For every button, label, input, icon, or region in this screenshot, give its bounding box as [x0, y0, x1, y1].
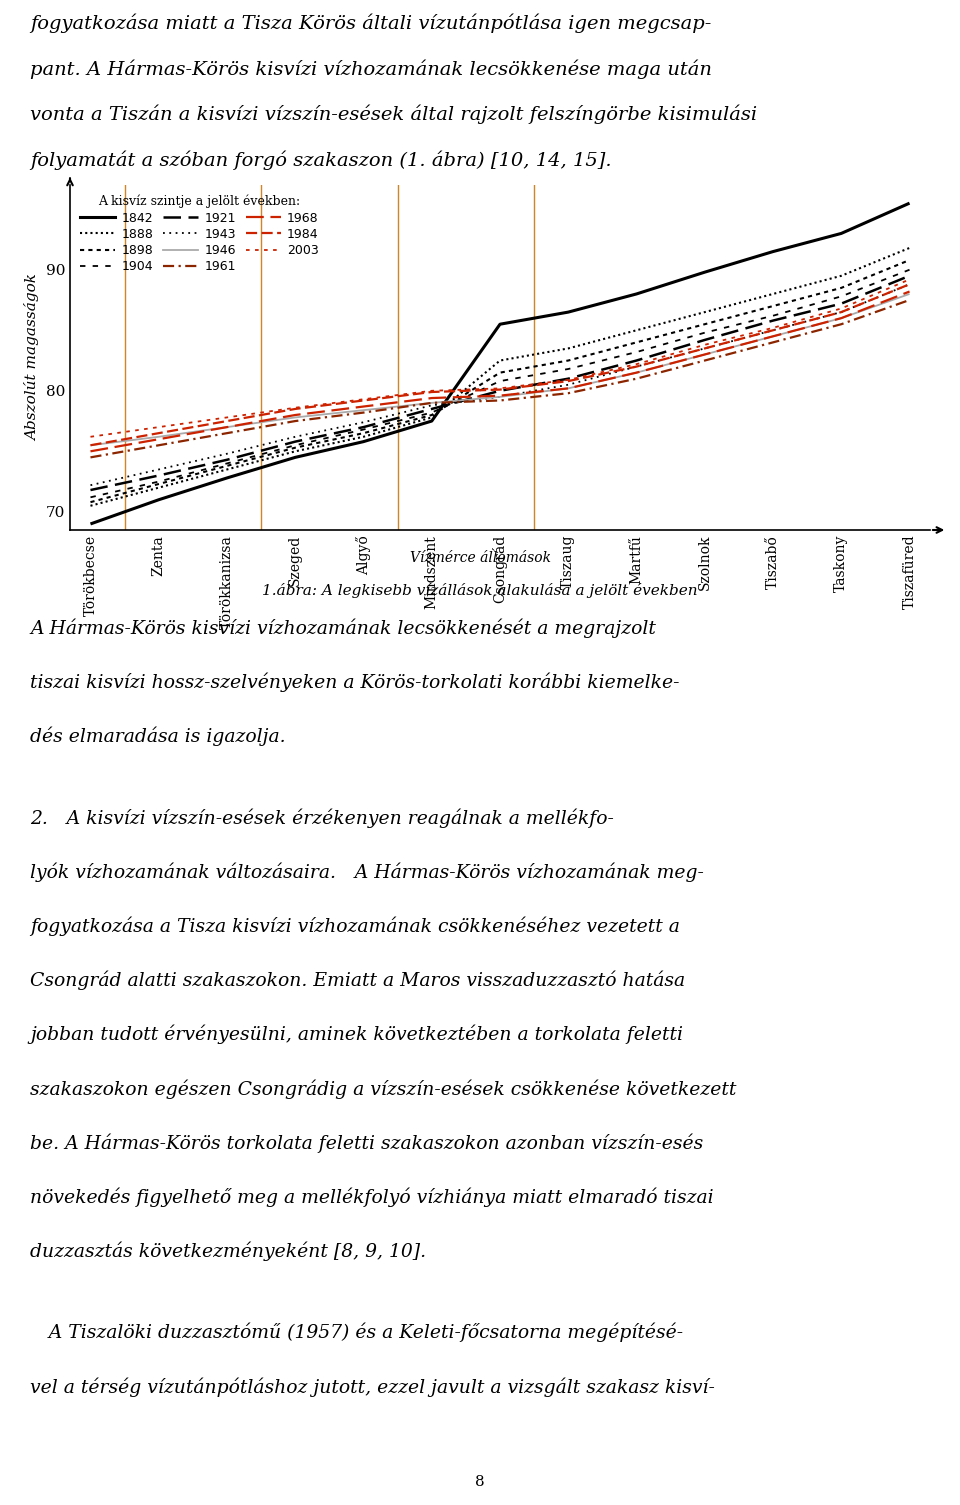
Text: be. A Hármas-Körös torkolata feletti szakaszokon azonban vízszín-esés: be. A Hármas-Körös torkolata feletti sza… — [30, 1133, 704, 1153]
Text: 1.ábra: A legkisebb vízállások alakulása a jelölt években: 1.ábra: A legkisebb vízállások alakulása… — [262, 582, 698, 597]
Text: tiszai kisvízi hossz-szelvényeken a Körös-torkolati korábbi kiemelke-: tiszai kisvízi hossz-szelvényeken a Körö… — [30, 673, 680, 692]
Text: szakaszokon egészen Csongrádig a vízszín-esések csökkenése következett: szakaszokon egészen Csongrádig a vízszín… — [30, 1079, 736, 1099]
Text: dés elmaradása is igazolja.: dés elmaradása is igazolja. — [30, 727, 286, 746]
Text: pant. A Hármas-Körös kisvízi vízhozamának lecsökkenése maga után: pant. A Hármas-Körös kisvízi vízhozamána… — [30, 59, 712, 78]
Text: vel a térség vízutánpótláshoz jutott, ezzel javult a vizsgált szakasz kisví-: vel a térség vízutánpótláshoz jutott, ez… — [30, 1377, 715, 1397]
Text: duzzasztás következményeként [8, 9, 10].: duzzasztás következményeként [8, 9, 10]. — [30, 1242, 426, 1261]
Text: növekedés figyelhető meg a mellékfolyó vízhiánya miatt elmaradó tiszai: növekedés figyelhető meg a mellékfolyó v… — [30, 1187, 713, 1207]
Text: Vízmérce állomások: Vízmérce állomások — [410, 551, 550, 564]
Text: lyók vízhozamának változásaira. A Hármas-Körös vízhozamának meg-: lyók vízhozamának változásaira. A Hármas… — [30, 862, 704, 882]
Text: folyamatát a szóban forgó szakaszon (1. ábra) [10, 14, 15].: folyamatát a szóban forgó szakaszon (1. … — [30, 150, 612, 170]
Text: fogyatkozása a Tisza kisvízi vízhozamának csökkenéséhez vezetett a: fogyatkozása a Tisza kisvízi vízhozamána… — [30, 917, 680, 936]
Y-axis label: Abszolút magasságok: Abszolút magasságok — [25, 274, 40, 441]
Text: A Hármas-Körös kisvízi vízhozamának lecsökkenését a megrajzolt: A Hármas-Körös kisvízi vízhozamának lecs… — [30, 619, 656, 638]
Text: Csongrád alatti szakaszokon. Emiatt a Maros visszaduzzasztó hatása: Csongrád alatti szakaszokon. Emiatt a Ma… — [30, 971, 685, 990]
Text: 2. A kisvízi vízszín-esések érzékenyen reagálnak a mellékfo-: 2. A kisvízi vízszín-esések érzékenyen r… — [30, 808, 613, 828]
Text: 8: 8 — [475, 1475, 485, 1490]
Legend: 1842, 1888, 1898, 1904, 1921, 1943, 1946, 1961, 1968, 1984, 2003: 1842, 1888, 1898, 1904, 1921, 1943, 1946… — [76, 191, 323, 277]
Text: vonta a Tiszán a kisvízi vízszín-esések által rajzolt felszíngörbe kisimulási: vonta a Tiszán a kisvízi vízszín-esések … — [30, 105, 757, 125]
Text: A Tiszalöki duzzasztómű (1957) és a Keleti-főcsatorna megépítésé-: A Tiszalöki duzzasztómű (1957) és a Kele… — [30, 1323, 684, 1342]
Text: jobban tudott érvényesülni, aminek következtében a torkolata feletti: jobban tudott érvényesülni, aminek követ… — [30, 1025, 683, 1044]
Text: fogyatkozása miatt a Tisza Körös általi vízutánpótlása igen megcsap-: fogyatkozása miatt a Tisza Körös általi … — [30, 14, 711, 33]
